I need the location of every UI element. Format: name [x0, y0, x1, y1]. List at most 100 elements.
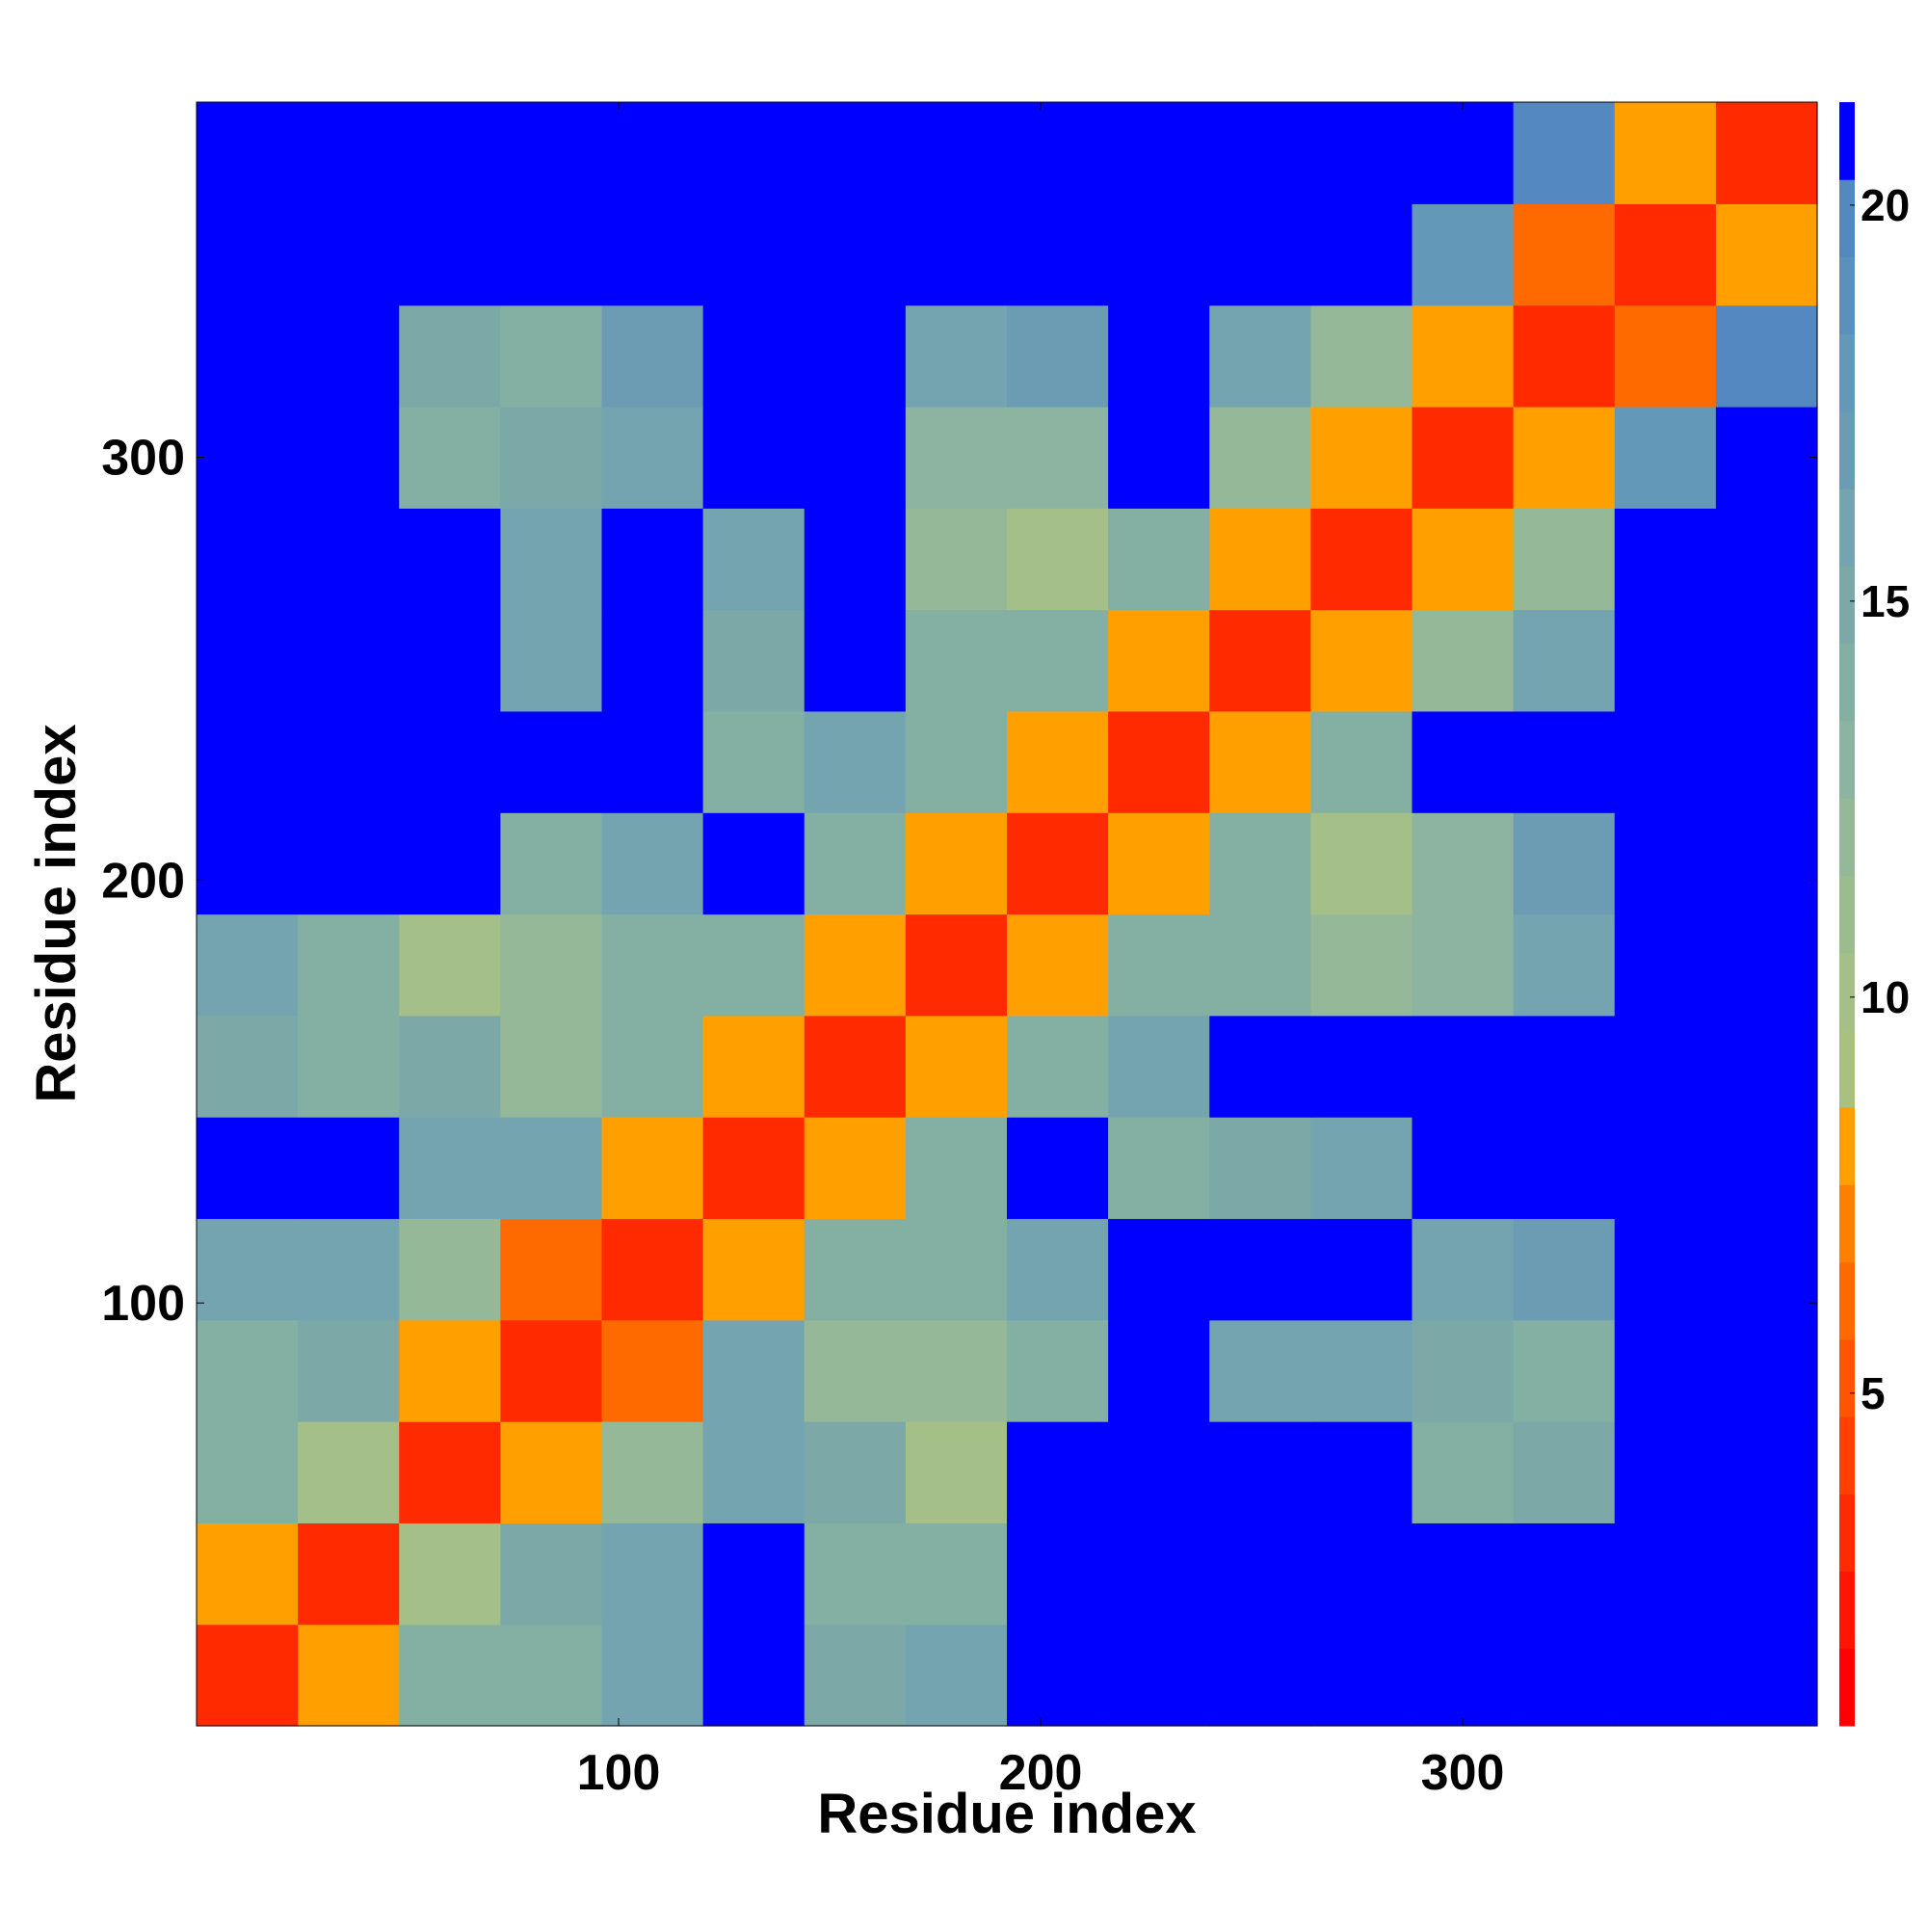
colorbar-band [1839, 489, 1855, 567]
heatmap-cell [298, 1522, 400, 1626]
heatmap-cell [905, 1624, 1008, 1727]
heatmap-cell [1007, 1218, 1109, 1321]
colorbar-tick-label: 15 [1861, 576, 1910, 626]
heatmap-cell [1310, 304, 1413, 408]
y-tick-label: 100 [101, 1276, 185, 1332]
heatmap-cell [1108, 304, 1210, 408]
heatmap-cell [197, 1319, 299, 1422]
heatmap-cell [1108, 1522, 1210, 1626]
heatmap-cell [1412, 203, 1515, 306]
heatmap-cell [1108, 1015, 1210, 1118]
heatmap-cell [197, 609, 299, 712]
heatmap-cell [702, 203, 805, 306]
heatmap-cell [1310, 406, 1413, 509]
colorbar-band [1839, 1338, 1855, 1417]
heatmap-cell [905, 203, 1008, 306]
colorbar-band [1839, 798, 1855, 876]
colorbar-band [1839, 1494, 1855, 1573]
heatmap-cell [1614, 710, 1717, 813]
heatmap-cell [1310, 1117, 1413, 1220]
heatmap-cell [702, 1319, 805, 1422]
colorbar-tick-label: 5 [1861, 1368, 1886, 1418]
heatmap-cell [1007, 1522, 1109, 1626]
heatmap-cell [1715, 102, 1818, 204]
heatmap-cell [804, 1421, 907, 1523]
heatmap-cell [197, 710, 299, 813]
heatmap-cell [399, 710, 501, 813]
heatmap-cell [1715, 1117, 1818, 1220]
heatmap-cell [1614, 1522, 1717, 1626]
heatmap-cell [601, 913, 704, 1017]
heatmap-cell [399, 1421, 501, 1523]
heatmap-cell [1209, 913, 1311, 1017]
heatmap-cell [905, 1319, 1008, 1422]
heatmap-cell [702, 406, 805, 509]
heatmap-cell [500, 1117, 603, 1220]
heatmap-cell [1209, 1015, 1311, 1118]
heatmap-cell [1108, 406, 1210, 509]
heatmap-cell [1614, 1319, 1717, 1422]
heatmap-cell [500, 812, 603, 915]
heatmap-cell [298, 203, 400, 306]
heatmap-cell [1412, 710, 1515, 813]
heatmap-cell [702, 1117, 805, 1220]
heatmap-cell [905, 710, 1008, 813]
heatmap-cell [804, 406, 907, 509]
heatmap-cell [1209, 1421, 1311, 1523]
heatmap-cell [197, 1421, 299, 1523]
heatmap-cell [298, 1319, 400, 1422]
heatmap-cell [905, 1117, 1008, 1220]
x-tick-label: 300 [1421, 1745, 1505, 1801]
colorbar-band [1839, 1261, 1855, 1340]
heatmap-cell [804, 913, 907, 1017]
x-tick-label: 200 [999, 1745, 1083, 1801]
heatmap-cell [1108, 710, 1210, 813]
heatmap-cell [298, 710, 400, 813]
heatmap-cell [399, 102, 501, 204]
plot-frame [196, 101, 1818, 1727]
heatmap-cell [500, 304, 603, 408]
heatmap-cell [500, 1522, 603, 1626]
heatmap-cell [1310, 1319, 1413, 1422]
heatmap-cell [1412, 812, 1515, 915]
heatmap-cell [1412, 406, 1515, 509]
heatmap-cell [702, 1624, 805, 1727]
heatmap-cell [1412, 609, 1515, 712]
heatmap-cell [905, 304, 1008, 408]
heatmap-cell [399, 1218, 501, 1321]
heatmap-cell [298, 1421, 400, 1523]
heatmap-cell [1513, 710, 1616, 813]
heatmap-cell [1108, 1421, 1210, 1523]
heatmap-cell [1513, 609, 1616, 712]
heatmap-cell [601, 1117, 704, 1220]
heatmap-cell [601, 203, 704, 306]
heatmap-cell [1614, 1624, 1717, 1727]
heatmap-cell [1412, 1015, 1515, 1118]
heatmap-cell [399, 913, 501, 1017]
heatmap-cell [1310, 1421, 1413, 1523]
heatmap-cell [905, 609, 1008, 712]
heatmap-cell [1310, 1624, 1413, 1727]
heatmap-cell [1614, 1421, 1717, 1523]
heatmap-cell [1715, 508, 1818, 611]
heatmap-cell [500, 1015, 603, 1118]
heatmap-cell [298, 304, 400, 408]
heatmap-cell [905, 913, 1008, 1017]
heatmap-cell [601, 406, 704, 509]
heatmap-cell [1209, 203, 1311, 306]
heatmap-cell [298, 508, 400, 611]
heatmap-cell [1310, 508, 1413, 611]
heatmap-cell [1007, 812, 1109, 915]
heatmap-cell [500, 1218, 603, 1321]
heatmap-cell [804, 508, 907, 611]
heatmap-cell [197, 812, 299, 915]
heatmap-cell [804, 710, 907, 813]
heatmap-cell [1108, 1218, 1210, 1321]
heatmap-cell [601, 1015, 704, 1118]
heatmap-cell [399, 203, 501, 306]
heatmap-cell [1007, 1117, 1109, 1220]
heatmap-cell [197, 406, 299, 509]
heatmap-cell [1513, 508, 1616, 611]
heatmap-cell [601, 710, 704, 813]
